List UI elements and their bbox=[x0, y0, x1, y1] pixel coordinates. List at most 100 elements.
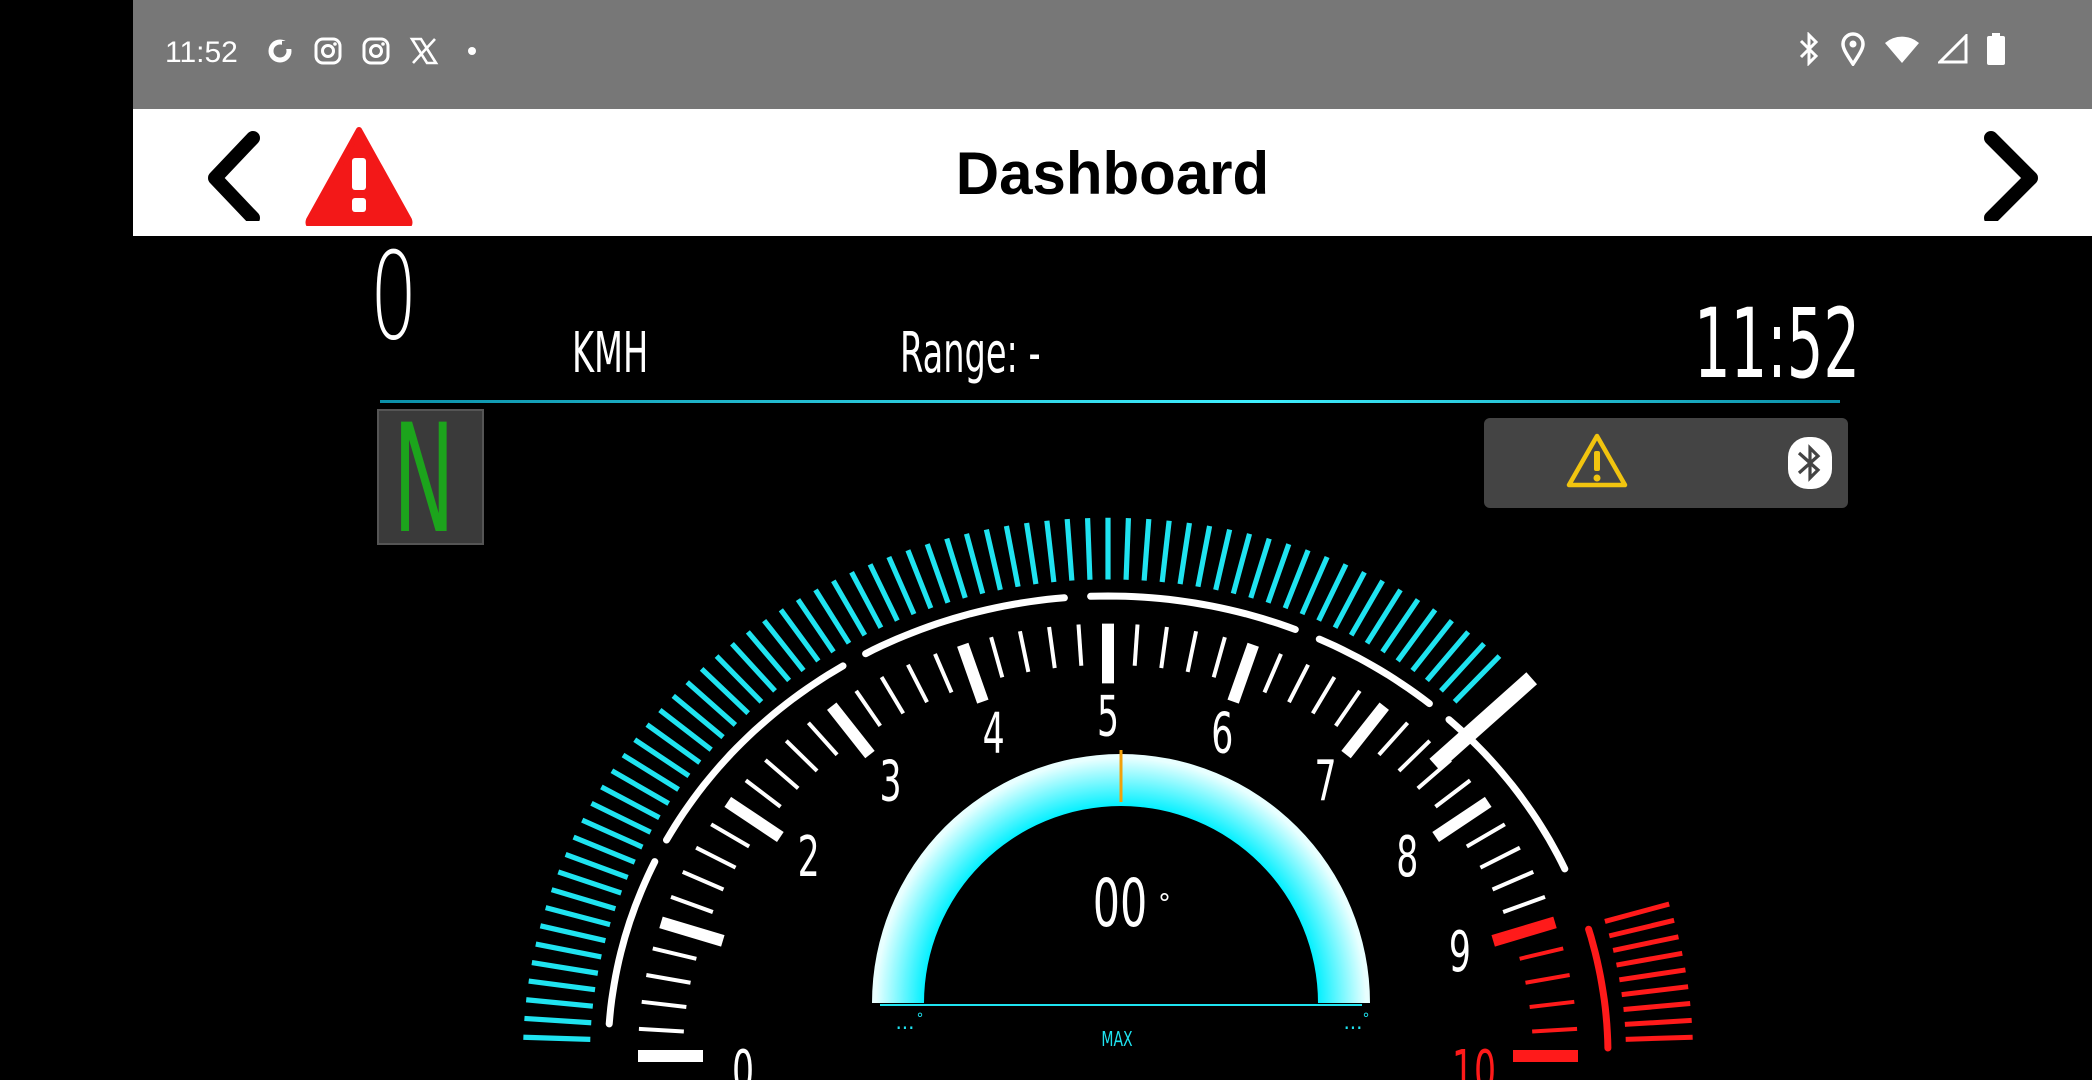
arc-segment bbox=[1087, 592, 1299, 633]
tachometer: 0 23 4 5 6 789 10 00 ° ... ... MAX ° ° bbox=[523, 517, 1693, 1080]
lean-left-label: ... bbox=[895, 1010, 914, 1034]
red-tick-band bbox=[1604, 901, 1693, 1042]
forward-button[interactable] bbox=[1963, 126, 2053, 225]
minor-tick bbox=[1311, 676, 1337, 715]
cyan-tick bbox=[1439, 641, 1486, 693]
red-tick bbox=[1616, 950, 1683, 968]
red-tick bbox=[1608, 917, 1675, 939]
cyan-tick bbox=[1123, 518, 1132, 580]
cyan-tick bbox=[610, 768, 671, 806]
minor-tick bbox=[1076, 624, 1084, 666]
scale-label: 2 bbox=[798, 824, 820, 889]
minor-tick bbox=[1377, 721, 1410, 757]
minor-tick bbox=[989, 636, 1005, 678]
cyan-tick bbox=[867, 563, 900, 622]
cyan-tick bbox=[550, 887, 617, 912]
status-right-icons bbox=[1796, 31, 2006, 70]
minor-tick bbox=[744, 778, 782, 809]
red-tick bbox=[1621, 984, 1689, 998]
cyan-tick bbox=[1141, 518, 1152, 581]
cyan-tick bbox=[813, 588, 852, 645]
major-tick bbox=[659, 916, 725, 947]
cyan-tick bbox=[699, 666, 750, 716]
cyan-tick bbox=[1230, 533, 1253, 595]
cyan-tick bbox=[905, 549, 934, 610]
cyan-tick bbox=[590, 800, 652, 835]
scale-label: 6 bbox=[1211, 701, 1233, 766]
cyan-tick bbox=[924, 543, 951, 604]
cyan-tick bbox=[645, 722, 702, 765]
cyan-tick bbox=[524, 1015, 592, 1026]
cyan-tick bbox=[1003, 525, 1021, 588]
scale-label: 4 bbox=[983, 701, 1005, 766]
warning-panel[interactable] bbox=[1484, 418, 1848, 508]
major-tick bbox=[1432, 796, 1492, 842]
wifi-icon bbox=[1884, 34, 1920, 68]
status-left-icons bbox=[263, 34, 489, 68]
cyan-tick bbox=[525, 997, 594, 1009]
red-tick bbox=[1623, 1000, 1691, 1012]
dot-icon bbox=[455, 34, 489, 68]
cyan-tick bbox=[849, 571, 884, 629]
major-tick bbox=[957, 642, 989, 704]
minor-tick bbox=[1491, 870, 1535, 892]
major-tick bbox=[724, 796, 784, 842]
back-button[interactable] bbox=[193, 126, 283, 225]
scale-label: 0 bbox=[732, 1038, 754, 1080]
cyan-tick bbox=[1380, 598, 1421, 654]
minor-tick bbox=[1397, 739, 1432, 773]
minor-tick bbox=[641, 999, 687, 1009]
bluetooth-icon bbox=[1796, 31, 1822, 70]
lean-left-small: ° bbox=[917, 1011, 924, 1027]
minor-tick bbox=[1017, 630, 1031, 673]
cyan-tick bbox=[1299, 555, 1330, 616]
cyan-tick bbox=[1213, 528, 1233, 591]
minor-tick bbox=[879, 676, 905, 715]
minor-tick bbox=[710, 822, 751, 849]
red-tick bbox=[1612, 934, 1679, 953]
cyan-tick bbox=[1177, 522, 1192, 585]
minor-tick bbox=[1262, 653, 1283, 694]
scale-label: 10 bbox=[1452, 1038, 1496, 1080]
minor-tick bbox=[933, 653, 954, 694]
clock-readout: 11:52 bbox=[1694, 288, 1860, 400]
minor-tick bbox=[1532, 1026, 1578, 1034]
cyan-tick bbox=[572, 834, 636, 865]
cyan-tick bbox=[1424, 630, 1471, 683]
minor-tick bbox=[1287, 663, 1310, 704]
cyan-tick bbox=[714, 654, 764, 704]
lean-value: 00 bbox=[1093, 866, 1148, 943]
cyan-tick bbox=[600, 784, 661, 821]
minor-tick bbox=[645, 973, 691, 985]
cyan-tick bbox=[730, 641, 777, 693]
minor-tick bbox=[906, 663, 929, 704]
cyan-tick bbox=[831, 579, 868, 637]
needle-shaft bbox=[1429, 672, 1538, 771]
cyan-tick bbox=[531, 959, 599, 976]
range-value: - bbox=[1028, 321, 1041, 386]
page-title: Dashboard bbox=[955, 140, 1270, 207]
cyan-tick bbox=[762, 618, 806, 673]
scale-label: 5 bbox=[1097, 684, 1119, 749]
lean-gauge bbox=[872, 754, 1370, 1003]
sync-icon bbox=[263, 34, 297, 68]
cyan-tick bbox=[745, 630, 792, 683]
cyan-tick bbox=[523, 1034, 591, 1042]
major-tick bbox=[1227, 642, 1259, 704]
cyan-tick bbox=[564, 851, 629, 880]
cyan-tick bbox=[1316, 563, 1349, 622]
arc-segment bbox=[1315, 635, 1433, 708]
minor-tick bbox=[1465, 822, 1506, 849]
minor-tick bbox=[1434, 778, 1472, 809]
minor-tick bbox=[806, 721, 839, 757]
red-arc-segment bbox=[1585, 925, 1612, 1052]
red-tick bbox=[1625, 1034, 1693, 1042]
cyan-tick bbox=[778, 608, 821, 663]
cyan-tick bbox=[1410, 618, 1454, 673]
cyan-tick bbox=[1265, 543, 1292, 604]
minor-tick bbox=[784, 739, 819, 773]
cyan-tick bbox=[983, 528, 1003, 591]
red-tick bbox=[1624, 1017, 1692, 1027]
minor-tick bbox=[638, 1026, 684, 1034]
lean-right-small: ° bbox=[1363, 1011, 1370, 1027]
